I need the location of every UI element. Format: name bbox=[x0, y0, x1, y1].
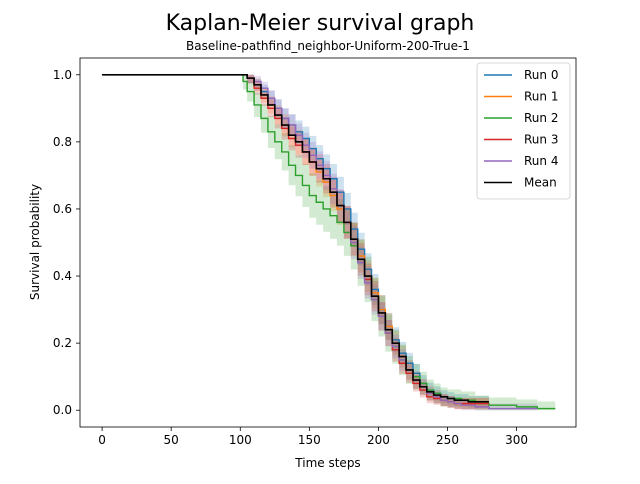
legend: Run 0 Run 1 Run 2 Run 3 Run 4 Mean bbox=[476, 62, 571, 200]
y-tick-label: 0.4 bbox=[53, 269, 72, 283]
plot-frame bbox=[79, 57, 577, 428]
legend-label-run-1: Run 1 bbox=[524, 90, 558, 104]
x-tick-label: 150 bbox=[298, 433, 321, 447]
confidence-bands bbox=[102, 74, 556, 411]
legend-label-mean: Mean bbox=[524, 176, 557, 190]
series-line-run-4 bbox=[102, 74, 538, 410]
y-tick-label: 1.0 bbox=[53, 68, 72, 82]
x-tick-label: 50 bbox=[164, 433, 179, 447]
x-tick-label: 250 bbox=[436, 433, 459, 447]
y-tick-label: 0.6 bbox=[53, 202, 72, 216]
legend-label-run-2: Run 2 bbox=[524, 111, 558, 125]
y-tick-label: 0.0 bbox=[53, 403, 72, 417]
legend-label-run-0: Run 0 bbox=[524, 68, 558, 82]
x-tick-label: 0 bbox=[98, 433, 106, 447]
band-run-4 bbox=[102, 74, 538, 411]
chart-title: Kaplan-Meier survival graph bbox=[166, 11, 475, 36]
x-axis-label: Time steps bbox=[294, 456, 360, 470]
legend-label-run-3: Run 3 bbox=[524, 133, 558, 147]
y-tick-label: 0.2 bbox=[53, 336, 72, 350]
x-tick-label: 100 bbox=[229, 433, 252, 447]
series-line-mean bbox=[102, 73, 489, 403]
y-axis-label: Survival probability bbox=[28, 184, 42, 300]
legend-label-run-4: Run 4 bbox=[524, 154, 558, 168]
series-lines bbox=[102, 73, 556, 410]
band-run-3 bbox=[102, 74, 489, 410]
band-run-0 bbox=[102, 74, 489, 408]
y-axis: 0.0 0.2 0.4 0.6 0.8 1.0 bbox=[53, 68, 80, 417]
chart-subtitle: Baseline-pathfind_neighbor-Uniform-200-T… bbox=[186, 39, 470, 53]
y-tick-label: 0.8 bbox=[53, 135, 72, 149]
x-tick-label: 300 bbox=[505, 433, 528, 447]
x-tick-label: 200 bbox=[367, 433, 390, 447]
band-run-1 bbox=[102, 74, 489, 410]
x-axis: 0 50 100 150 200 250 300 bbox=[98, 427, 528, 447]
